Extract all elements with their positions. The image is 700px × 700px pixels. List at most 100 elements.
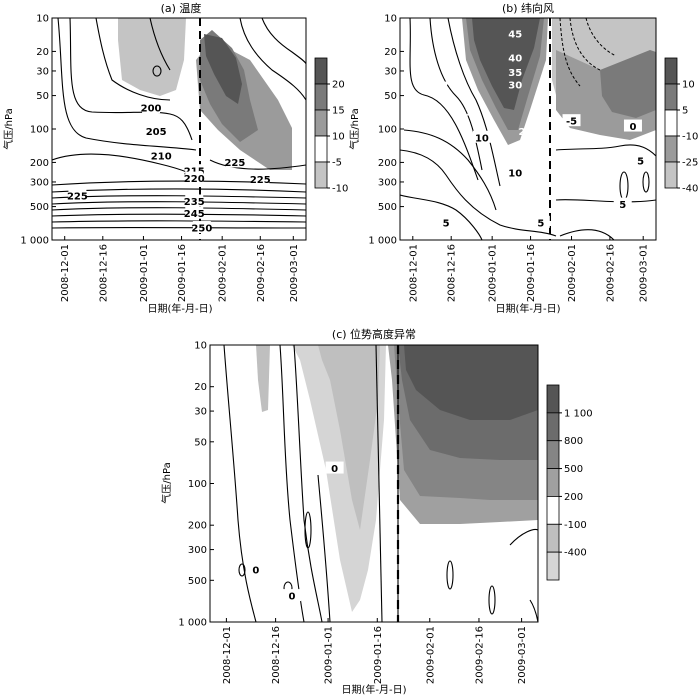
panel-c-region-neg-strip <box>256 345 270 412</box>
panel-b-colorbar-label: 5 <box>682 106 688 117</box>
panel-b-ytick-label: 1 000 <box>368 236 397 247</box>
panel-b-colorbar-swatch <box>664 57 678 85</box>
panel-b-ytick-label: 10 <box>384 14 397 25</box>
panel-a-colorbar-label: 15 <box>332 106 345 117</box>
panel-a-xtick-label: 2009-02-16 <box>256 244 267 302</box>
panel-b-contour-label: -5 <box>566 117 577 128</box>
panel-c-colorbar-swatch <box>546 412 560 442</box>
panel-a-contour-label: 205 <box>146 127 167 138</box>
panel-a-colorbar-swatch <box>314 109 328 137</box>
panel-b-xtick-label: 2009-01-01 <box>488 244 499 302</box>
panel-a-ytick-label: 300 <box>30 177 49 188</box>
panel-b-colorbar-label: 10 <box>682 80 695 91</box>
panel-b-contour-label: 35 <box>508 68 522 79</box>
panel-a-region-light <box>118 18 186 96</box>
panel-c-xaxis: 2008-12-01 2008-12-16 2009-01-01 2009-01-16… <box>222 618 528 684</box>
panel-a-xtick-label: 2009-03-01 <box>289 244 300 302</box>
panel-c-contour-label: 0 <box>289 592 296 603</box>
panel-b-xtick-label: 2008-12-16 <box>447 244 458 302</box>
panel-c-colorbar-swatch <box>546 523 560 553</box>
panel-a-colorbar-label: 20 <box>332 80 345 91</box>
panel-b-contour-label-bg <box>472 130 491 143</box>
panel-b-contours <box>400 18 656 240</box>
panel-a-contour-label-bg <box>147 124 166 137</box>
panel-b-contour-label: 30 <box>508 80 522 91</box>
panel-c-colorbar-swatch <box>546 468 560 497</box>
panel-a-colorbar-swatch <box>314 57 328 85</box>
panel-a-contour-label: 225 <box>250 175 271 186</box>
panel-c-colorbar-label: 800 <box>564 436 583 447</box>
panel-b-xtick-label: 2009-02-01 <box>567 244 578 302</box>
panel-b-contour-label: 0 <box>629 122 636 133</box>
panel-b-xaxis: 2008-12-01 2008-12-16 2009-01-01 2009-01-16… <box>408 236 650 302</box>
panel-c-colorbar-swatch <box>546 440 560 469</box>
panel-a-title: (a) 温度 <box>161 1 202 15</box>
panel-a-xtick-label: 2008-12-16 <box>98 244 109 302</box>
panel-b-contour-label-bg <box>623 119 642 132</box>
panel-a-contour-label: 225 <box>67 191 88 202</box>
panel-c-colorbar-label: 500 <box>564 464 583 475</box>
panel-b-colorbar-label: -25 <box>682 158 698 169</box>
panel-b-contour-label-bg <box>562 114 581 127</box>
panel-b-contour-label-bg <box>437 215 456 228</box>
panel-a-contour-label-bg <box>68 188 87 201</box>
panel-b-ytick-label: 30 <box>384 66 397 77</box>
panel-c-colorbar: 1 100 800 500 200 -100 -400 <box>546 384 593 581</box>
panel-c-xtick-label: 2008-12-16 <box>271 626 282 684</box>
panel-c-xtick-label: 2009-01-01 <box>324 626 335 684</box>
panel-a-ytick-label: 10 <box>36 14 49 25</box>
panel-b-ytick-label: 200 <box>378 158 397 169</box>
panel-a-contour-label: 220 <box>184 174 205 185</box>
panel-b-contour-label: 10 <box>475 133 489 144</box>
panel-b-contour-label: 45 <box>508 30 522 41</box>
panel-c-xtick-label: 2009-01-16 <box>373 626 384 684</box>
panel-a: (a) 温度 <box>2 1 348 315</box>
panel-b-colorbar-swatch <box>664 109 678 137</box>
panel-b-ytick-label: 100 <box>378 125 397 136</box>
panel-b-ytick-label: 50 <box>384 91 397 102</box>
panel-a-ylabel: 气压/hPa <box>2 108 15 149</box>
panel-b-xtick-label: 2009-01-16 <box>526 244 537 302</box>
panel-c-xlabel: 日期(年-月-日) <box>341 683 406 696</box>
panel-a-colorbar-swatch <box>314 135 328 163</box>
panel-c-colorbar-swatch <box>546 551 560 581</box>
panel-a-xtick-label: 2008-12-01 <box>60 244 71 302</box>
panel-a-region-darkest <box>204 34 242 104</box>
panel-a-colorbar-swatch <box>314 83 328 111</box>
panel-b-contour-label: 20 <box>442 80 456 91</box>
panel-a-ytick-label: 30 <box>36 66 49 77</box>
panel-b-xtick-label: 2008-12-01 <box>408 244 419 302</box>
panel-b-title: (b) 纬向风 <box>502 1 554 15</box>
panel-c-ytick-label: 30 <box>194 407 207 418</box>
panel-a-contour-label: 235 <box>184 197 205 208</box>
panel-c-ytick-label: 50 <box>194 437 207 448</box>
panel-a-contour-label: 245 <box>184 209 205 220</box>
panel-a-contour-label: 225 <box>224 158 245 169</box>
panel-c-colorbar-label: -400 <box>564 548 587 559</box>
panel-c-ytick-label: 1 000 <box>178 618 207 629</box>
panel-c-colorbar-label: 200 <box>564 492 583 503</box>
panel-b-contour-label-bg <box>613 197 632 210</box>
panel-a-ytick-label: 1 000 <box>20 236 49 247</box>
panel-c-ytick-label: 100 <box>188 479 207 490</box>
panel-b-yaxis: 10 20 30 50 100 200 300 500 1 000 <box>368 14 404 247</box>
panel-a-contour-label: 250 <box>191 224 212 235</box>
panel-b-contour-label-bg <box>506 166 525 179</box>
panel-a-contour-label-bg <box>185 194 204 207</box>
panel-a-ytick-label: 50 <box>36 91 49 102</box>
panel-b-contour-label-bg <box>531 215 550 228</box>
panel-c-region-neg-mid <box>318 345 380 530</box>
panel-c-xtick-label: 2009-02-16 <box>474 626 485 684</box>
panel-a-ytick-label: 20 <box>36 47 49 58</box>
panel-b-xlabel: 日期(年-月-日) <box>495 302 560 315</box>
panel-a-colorbar-label: -5 <box>332 158 342 169</box>
panel-c-yaxis: 10 20 30 50 100 200 300 500 1 000 <box>178 341 214 629</box>
panel-c-contour-label-bg <box>325 461 344 474</box>
panel-a-xlabel: 日期(年-月-日) <box>147 302 212 315</box>
panel-c-ylabel: 气压/hPa <box>160 462 173 503</box>
panel-c-ytick-label: 300 <box>188 545 207 556</box>
panel-a-xtick-label: 2009-01-16 <box>177 244 188 302</box>
panel-a-colorbar: 20 15 10 -5 -10 <box>314 57 348 195</box>
panel-c-colorbar-label: -100 <box>564 520 587 531</box>
panel-b-region-darkest <box>472 18 540 110</box>
